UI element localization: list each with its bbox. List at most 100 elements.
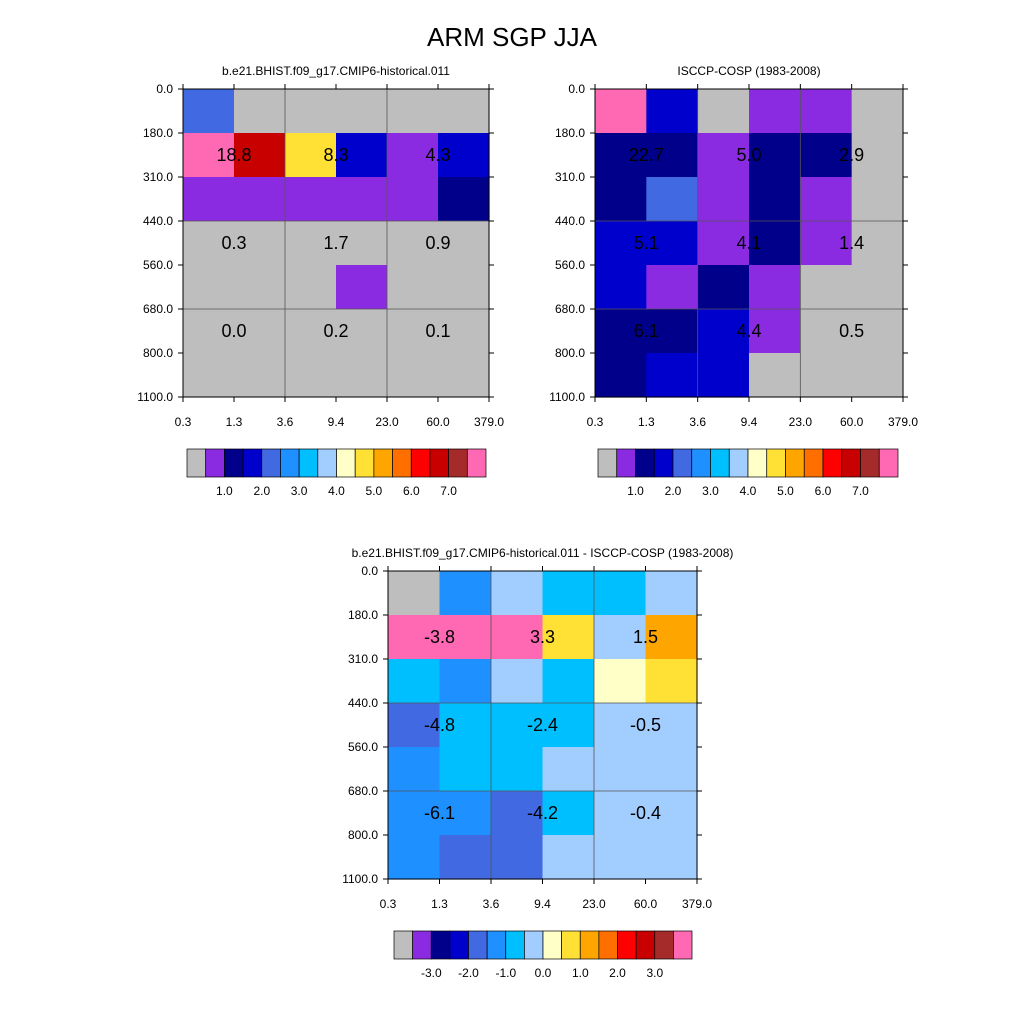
heatmap-cell	[594, 747, 647, 792]
heatmap-cell	[595, 353, 647, 398]
heatmap-cell	[697, 265, 750, 310]
panel-title: b.e21.BHIST.f09_g17.CMIP6-historical.011	[222, 64, 450, 78]
heatmap-cell	[645, 835, 698, 880]
heatmap-cell	[749, 221, 801, 266]
heatmap-panel-2: ISCCP-COSP (1983-2008) 0.0 180.0 310.0 440.0…	[549, 64, 918, 498]
heatmap-cell	[285, 309, 337, 354]
colorbar-label: 1.0	[216, 484, 233, 498]
heatmap-cell	[595, 309, 647, 354]
heatmap-cell	[851, 221, 904, 266]
cell-value-label: 0.0	[221, 321, 246, 341]
colorbar-box	[468, 930, 488, 960]
x-tick-label: 1.3	[638, 415, 655, 429]
colorbar-box	[412, 930, 432, 960]
heatmap-cell	[438, 221, 490, 266]
heatmap-cell	[387, 221, 439, 266]
cell-value-label: 0.2	[323, 321, 348, 341]
heatmap-cell	[387, 89, 439, 134]
heatmap-cell	[387, 265, 439, 310]
heatmap-cell	[800, 221, 853, 266]
y-tick-label: 800.0	[143, 346, 173, 360]
heatmap-cell	[388, 659, 441, 704]
heatmap-cell	[645, 571, 698, 616]
colorbar-box	[841, 448, 861, 478]
x-tick-label: 9.4	[534, 897, 551, 911]
heatmap-cell	[491, 703, 544, 748]
colorbar-label: 7.0	[440, 484, 457, 498]
heatmap-cell	[491, 615, 544, 660]
heatmap-cell	[645, 747, 698, 792]
colorbar-box	[579, 930, 600, 960]
colorbar-box	[261, 448, 281, 478]
cell-value-label: 0.5	[839, 321, 864, 341]
colorbar-box	[448, 448, 468, 478]
heatmap-cell	[646, 89, 699, 134]
heatmap-cell	[388, 571, 441, 616]
heatmap-cell	[387, 133, 439, 178]
heatmap-cell	[387, 177, 439, 222]
y-tick-label: 560.0	[555, 258, 585, 272]
heatmap-cell	[439, 791, 492, 836]
heatmap-cell	[388, 747, 441, 792]
heatmap-cell	[851, 265, 904, 310]
colorbar-box	[617, 930, 637, 960]
heatmap-cell	[594, 835, 647, 880]
heatmap-cell	[438, 133, 490, 178]
cell-value-label: -2.4	[527, 715, 558, 735]
cell-value-label: 1.7	[323, 233, 348, 253]
colorbar-box	[393, 930, 413, 960]
cell-value-label: 0.1	[425, 321, 450, 341]
heatmap-cell	[749, 309, 801, 354]
heatmap-cell	[800, 89, 853, 134]
heatmap-cell	[645, 791, 698, 836]
cell-value-label: 0.3	[221, 233, 246, 253]
x-tick-label: 23.0	[375, 415, 399, 429]
heatmap-cell	[595, 133, 647, 178]
cell-value-label: 4.3	[425, 145, 450, 165]
heatmap-cell	[542, 615, 595, 660]
y-tick-label: 440.0	[143, 214, 173, 228]
heatmap-cell	[388, 615, 441, 660]
y-tick-label: 180.0	[143, 126, 173, 140]
heatmap-cell	[336, 177, 388, 222]
cell-value-label: -0.5	[630, 715, 661, 735]
colorbar-box	[449, 930, 469, 960]
heatmap-cell	[439, 615, 492, 660]
heatmap-panel-3: b.e21.BHIST.f09_g17.CMIP6-historical.011…	[342, 546, 733, 980]
x-tick-label: 379.0	[682, 897, 712, 911]
colorbar: -3.0 -2.0 -1.0 0.0 1.0 2.0 3.0	[393, 930, 693, 980]
cell-value-label: 4.4	[736, 321, 761, 341]
colorbar-box	[524, 930, 544, 960]
colorbar-label: 1.0	[572, 966, 589, 980]
heatmap-cell	[234, 221, 286, 266]
colorbar-box	[598, 930, 618, 960]
panel-title: b.e21.BHIST.f09_g17.CMIP6-historical.011…	[352, 546, 734, 560]
colorbar-label: 0.0	[535, 966, 552, 980]
heatmap-cell	[646, 265, 699, 310]
heatmap-cell	[388, 791, 441, 836]
heatmap-cell	[387, 353, 439, 398]
heatmap-cell	[234, 309, 286, 354]
heatmap-cell	[749, 353, 801, 398]
heatmap-cell	[542, 571, 595, 616]
y-tick-label: 1100.0	[342, 872, 378, 886]
cell-value-label: 5.1	[634, 233, 659, 253]
heatmap-cell	[851, 177, 904, 222]
heatmap-cell	[646, 309, 699, 354]
heatmap-cell	[439, 703, 492, 748]
y-tick-label: 1100.0	[549, 390, 585, 404]
heatmap-cell	[285, 177, 337, 222]
heatmap-cell	[800, 177, 853, 222]
heatmap-cell	[183, 265, 235, 310]
heatmap-cell	[285, 353, 337, 398]
colorbar-box	[429, 448, 449, 478]
y-tick-label: 1100.0	[137, 390, 173, 404]
heatmap-cell	[851, 309, 904, 354]
heatmap-cell	[542, 791, 595, 836]
colorbar: 1.0 2.0 3.0 4.0 5.0 6.0 7.0	[597, 448, 899, 498]
heatmap-cell	[491, 747, 544, 792]
heatmap-cell	[594, 571, 647, 616]
colorbar-label: 3.0	[291, 484, 308, 498]
y-tick-label: 0.0	[361, 564, 378, 578]
